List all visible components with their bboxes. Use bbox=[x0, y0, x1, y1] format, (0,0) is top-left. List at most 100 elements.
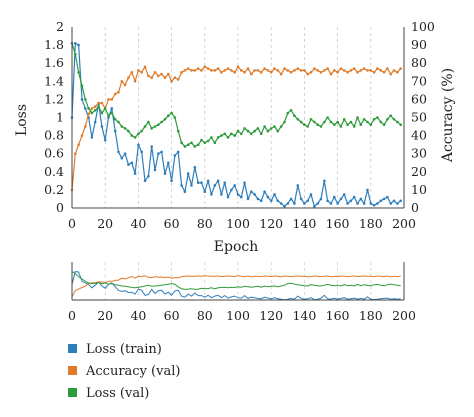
y-left-tick-label: 0 bbox=[56, 200, 64, 215]
x-axis-title: Epoch bbox=[214, 239, 258, 255]
data-point-loss-train bbox=[93, 120, 97, 124]
data-point-accuracy-val bbox=[113, 92, 117, 96]
data-point-accuracy-val bbox=[213, 69, 217, 72]
data-point-loss-val bbox=[133, 136, 137, 139]
data-point-accuracy-val bbox=[236, 65, 240, 69]
data-point-accuracy-val bbox=[137, 69, 140, 72]
data-point-accuracy-val bbox=[226, 67, 230, 70]
main-plot: 0 20 40 60 80 100 120 140 160 180 200 00.20.40.60.… bbox=[14, 19, 456, 255]
x-tick-label: 140 bbox=[292, 216, 316, 231]
data-point-accuracy-val bbox=[170, 80, 173, 83]
data-point-loss-val bbox=[233, 134, 236, 137]
data-point-loss-val bbox=[362, 118, 366, 121]
data-point-loss-train bbox=[382, 197, 386, 201]
data-point-loss-val bbox=[210, 136, 213, 139]
data-point-accuracy-val bbox=[117, 90, 120, 94]
legend: Loss (train) Accuracy (val) Loss (val) bbox=[68, 342, 180, 401]
data-point-loss-val bbox=[186, 143, 190, 146]
data-point-accuracy-val bbox=[240, 69, 243, 72]
data-point-loss-val bbox=[103, 107, 107, 110]
data-point-loss-train bbox=[127, 163, 130, 166]
data-point-accuracy-val bbox=[303, 69, 306, 72]
data-point-loss-train bbox=[196, 181, 200, 184]
series-line-accuracy-val bbox=[71, 66, 402, 190]
data-point-loss-train bbox=[147, 175, 150, 178]
data-point-accuracy-val bbox=[123, 83, 127, 87]
data-point-accuracy-val bbox=[186, 67, 190, 70]
data-point-loss-train bbox=[339, 197, 343, 201]
y-right-tick-label: 20 bbox=[411, 164, 427, 179]
y-right-tick-label: 100 bbox=[411, 19, 435, 34]
data-point-loss-val bbox=[379, 120, 383, 124]
data-point-accuracy-val bbox=[386, 67, 389, 70]
data-point-loss-train bbox=[80, 98, 84, 101]
y-right-tick-label: 50 bbox=[411, 110, 427, 125]
data-point-loss-val bbox=[173, 116, 177, 119]
data-point-loss-train bbox=[333, 195, 336, 199]
data-point-loss-val bbox=[200, 138, 203, 142]
x-tick-label: 180 bbox=[359, 216, 383, 231]
data-point-loss-train bbox=[372, 204, 376, 207]
data-point-accuracy-val bbox=[329, 72, 333, 76]
data-point-accuracy-val bbox=[167, 72, 170, 76]
data-point-loss-val bbox=[286, 111, 290, 115]
data-point-accuracy-val bbox=[259, 71, 263, 74]
data-point-loss-val bbox=[306, 125, 310, 128]
main-y-left-tick-labels: 0 0.2 0.4 0.6 0.8 1 1.2 1.4 1.6 1.8 2 bbox=[44, 19, 64, 215]
data-point-accuracy-val bbox=[323, 69, 326, 72]
overview-grid bbox=[104, 262, 405, 300]
data-point-accuracy-val bbox=[306, 72, 310, 76]
data-point-loss-val bbox=[356, 116, 359, 119]
x-tick-label: 60 bbox=[164, 216, 180, 231]
data-point-loss-val bbox=[170, 111, 173, 115]
data-point-accuracy-val bbox=[293, 69, 296, 72]
data-point-accuracy-val bbox=[107, 98, 110, 101]
data-point-loss-train bbox=[206, 179, 210, 183]
data-point-loss-val bbox=[130, 134, 134, 137]
data-point-loss-val bbox=[230, 132, 233, 136]
data-point-accuracy-val bbox=[246, 67, 250, 70]
data-point-loss-val bbox=[392, 118, 396, 121]
data-point-loss-train bbox=[276, 199, 280, 203]
x-tick-label: 200 bbox=[392, 216, 416, 231]
data-point-loss-train bbox=[386, 195, 389, 199]
overview-line-loss-val bbox=[71, 271, 401, 290]
data-point-loss-val bbox=[100, 111, 104, 115]
data-point-loss-train bbox=[256, 197, 260, 201]
data-point-loss-train bbox=[130, 161, 134, 165]
data-point-loss-val bbox=[127, 129, 130, 133]
overview-x-tick-label: 20 bbox=[97, 308, 113, 323]
data-point-loss-train bbox=[303, 202, 306, 205]
data-point-loss-val bbox=[276, 129, 280, 133]
data-point-loss-train bbox=[250, 190, 253, 193]
data-point-loss-train bbox=[359, 197, 363, 201]
data-point-loss-train bbox=[379, 199, 383, 203]
data-point-loss-train bbox=[84, 107, 87, 110]
y-right-tick-label: 30 bbox=[411, 146, 427, 161]
overview-x-tick-label: 100 bbox=[226, 308, 250, 323]
data-point-accuracy-val bbox=[153, 71, 157, 74]
data-point-loss-train bbox=[286, 202, 290, 205]
data-point-loss-val bbox=[153, 125, 157, 128]
data-point-loss-val bbox=[352, 125, 356, 128]
series-line-loss-val bbox=[71, 43, 402, 148]
data-point-loss-train bbox=[140, 150, 143, 154]
data-point-loss-val bbox=[299, 120, 303, 124]
overview-plot: 0 20 40 60 80 100 120 140 160 180 200 bbox=[68, 262, 416, 323]
main-y-right-tick-labels: 0 10 20 30 40 50 60 70 80 90 100 bbox=[411, 19, 435, 215]
data-point-loss-val bbox=[399, 123, 403, 126]
data-point-loss-val bbox=[167, 114, 170, 117]
data-point-loss-val bbox=[107, 114, 110, 117]
data-point-loss-val bbox=[316, 123, 320, 126]
data-point-accuracy-val bbox=[326, 67, 329, 70]
data-point-loss-train bbox=[216, 179, 220, 183]
data-point-loss-val bbox=[293, 114, 296, 117]
data-point-loss-train bbox=[163, 172, 167, 175]
y-left-tick-label: 2 bbox=[56, 19, 64, 34]
data-point-loss-val bbox=[266, 129, 270, 133]
series-line-loss-train bbox=[71, 42, 402, 207]
data-point-accuracy-val bbox=[210, 69, 213, 72]
data-point-accuracy-val bbox=[379, 69, 383, 72]
data-point-loss-train bbox=[107, 116, 110, 119]
x-tick-label: 120 bbox=[259, 216, 283, 231]
